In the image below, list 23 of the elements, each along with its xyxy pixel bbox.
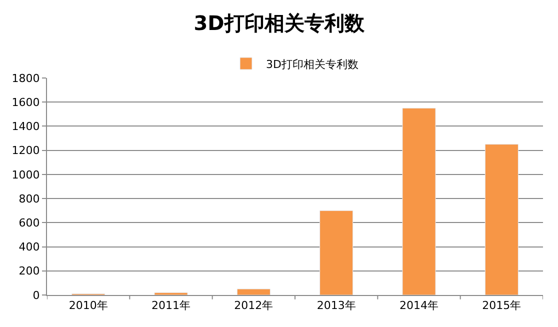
y-tick-label: 1600: [12, 96, 40, 109]
x-tick-label: 2010年: [68, 299, 108, 312]
y-tick-label: 1000: [12, 168, 40, 182]
bar: [236, 288, 270, 295]
y-tick-label: 1400: [12, 120, 40, 134]
y-tick-label: 200: [18, 264, 40, 278]
bar: [320, 210, 354, 295]
y-tick-label: 400: [18, 240, 40, 254]
y-tick-label: 1800: [12, 72, 40, 85]
x-tick-label: 2011年: [152, 299, 190, 312]
legend-label: 3D打印相关专利数: [266, 58, 358, 71]
x-tick-label: 2012年: [234, 299, 274, 312]
y-tick-label: 600: [18, 216, 40, 230]
y-tick-label: 1200: [12, 144, 40, 158]
chart-title: 3D打印相关专利数: [194, 10, 366, 35]
bar: [402, 108, 436, 295]
y-tick-label: 0: [32, 288, 40, 302]
bar: [484, 144, 518, 295]
x-tick-label: 2014年: [400, 299, 438, 312]
y-tick-label: 800: [18, 192, 40, 206]
x-tick-label: 2013年: [316, 299, 356, 312]
x-tick-label: 2015年: [482, 299, 522, 312]
bar: [154, 292, 188, 295]
